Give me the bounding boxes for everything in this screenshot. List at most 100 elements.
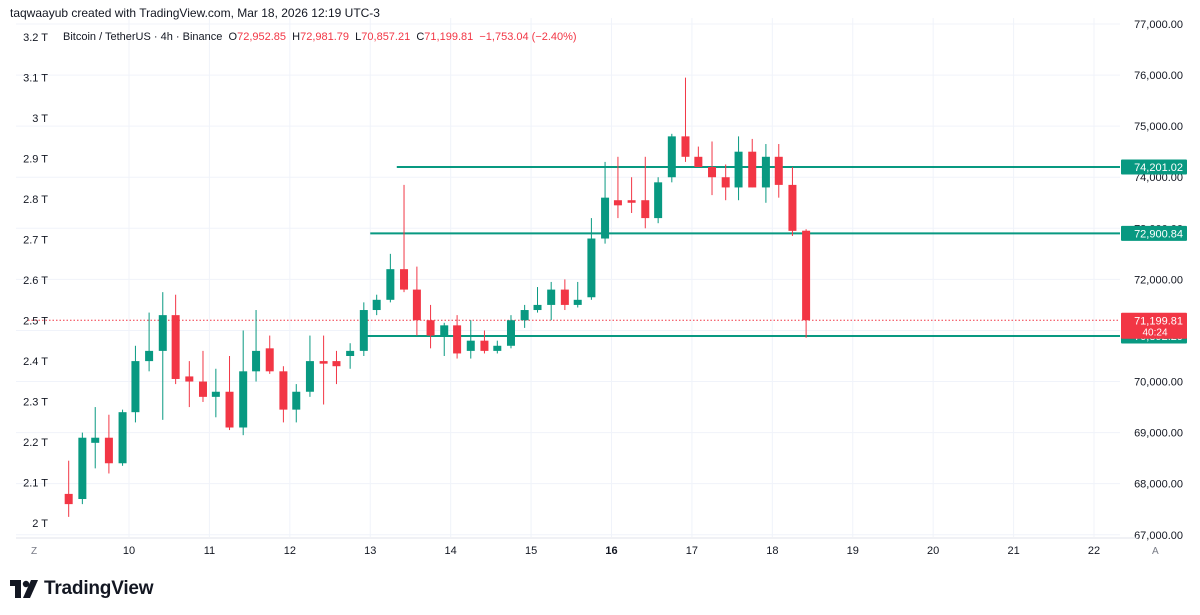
candle-body [91,437,100,443]
candle-body [480,340,489,351]
candle-up [734,136,743,201]
candle-down [613,156,622,219]
candle-up [346,343,355,369]
candle-down [412,266,421,336]
x-tick-label: 16 [605,545,617,557]
candle-up [547,281,556,321]
candle-body [145,350,154,362]
candle-body [573,299,582,305]
x-tick-label: 22 [1088,545,1100,557]
volume-tick-label: 3.1 T [23,73,48,85]
last-price-tag [1121,312,1187,339]
candle-body [493,345,502,351]
volume-tick-label: 2.2 T [23,437,48,449]
candle-up [386,253,395,303]
candle-down [788,167,797,236]
candle-up [493,340,502,354]
candle-body [305,361,314,392]
candle-body [332,361,341,367]
candle-body [359,310,368,351]
candle-up [131,345,140,423]
candle-down [627,177,636,213]
time-axis: 10 11 12 13 14 15 16 17 18 19 20 21 22 [16,537,1138,557]
candle-up [91,407,100,469]
candle-body [788,184,797,231]
volume-tick-label: 2.5 T [23,316,48,328]
candle-body [198,381,207,397]
candle-body [412,289,421,321]
candle-down [774,144,783,198]
candle-body [560,289,569,305]
tradingview-logo-icon [10,580,38,598]
candle-body [386,269,395,300]
candle-down [453,315,462,359]
candle-up [466,320,475,359]
price-tick-label: 72,000.00 [1134,274,1183,286]
x-tick-label: 21 [1007,545,1019,557]
candle-up [211,368,220,418]
open-label: O [228,31,238,43]
candle-body [520,310,529,321]
volume-axis: 2 T 2.1 T 2.2 T 2.3 T 2.4 T 2.5 T 2.6 T 2.7 T 2.… [23,32,48,530]
price-axis: 67,000.0068,000.0069,000.0070,000.0071,0… [1134,19,1183,542]
volume-tick-label: 2 T [32,518,48,530]
close-value: 71,199.81 [424,31,474,43]
low-label: L [355,31,362,43]
candle-up [520,304,529,328]
price-tick-label: 75,000.00 [1134,121,1183,133]
candle-up [145,312,154,372]
candle-body [346,350,355,356]
candle-down [279,366,288,423]
candle-body [64,493,73,505]
candle-up [78,432,87,505]
candle-body [774,156,783,185]
last-price-tag-label: 71,199.81 [1134,315,1183,327]
candle-up [305,335,314,397]
x-tick-label: 20 [927,545,939,557]
candle-body [761,156,770,188]
candle-down [480,330,489,354]
candle-body [748,151,757,188]
x-tick-label: 11 [204,545,215,557]
candle-body [721,177,730,188]
candle-body [466,340,475,351]
candle-body [185,376,194,382]
candle-down [319,335,328,405]
candle-body [239,371,248,428]
x-tick-label: 12 [284,545,296,557]
candle-up [601,161,610,244]
volume-tick-label: 2.6 T [23,275,48,287]
x-tick-label: 17 [686,545,698,557]
candle-body [171,315,180,379]
candle-down [694,146,703,168]
line-price-tag [1121,225,1187,241]
candle-body [547,289,556,305]
candle-up [654,177,663,224]
candle-body [426,320,435,336]
candle-up [372,294,381,316]
candle-up [440,322,449,356]
candle-body [453,325,462,354]
candle-body [225,391,234,428]
candle-up [667,133,676,183]
symbol-name[interactable]: Bitcoin / TetherUS · 4h · Binance [63,31,223,43]
price-labels: 74,201.0272,900.8470,892.2971,199.8140:2… [1121,159,1187,344]
volume-tick-label: 2.3 T [23,397,48,409]
candle-down [332,350,341,385]
price-tick-label: 74,000.00 [1134,172,1183,184]
candle-up [587,218,596,300]
candle-body [627,200,636,203]
auto-scale-corner-label[interactable]: A [1152,546,1159,557]
candle-up [239,330,248,436]
volume-tick-label: 3 T [32,113,48,125]
price-tick-label: 70,000.00 [1134,377,1183,389]
symbol-legend: Bitcoin / TetherUS · 4h · Binance O72,95… [63,31,577,43]
candle-body [440,325,449,336]
candle-body [104,437,113,464]
x-tick-label: 14 [445,545,457,557]
line-price-tag-label: 72,900.84 [1134,228,1183,240]
time-zone-corner-label[interactable]: Z [31,546,37,557]
tradingview-logo[interactable]: TradingView [10,577,154,601]
candle-body [654,182,663,219]
